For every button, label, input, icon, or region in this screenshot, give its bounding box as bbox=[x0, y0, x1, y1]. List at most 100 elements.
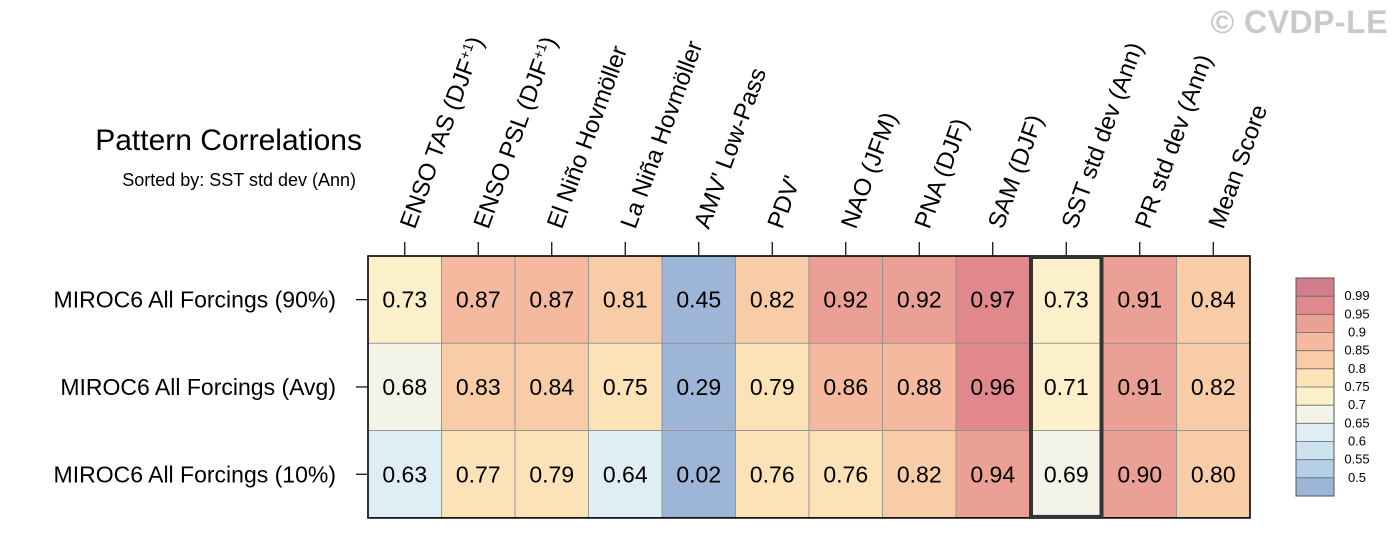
cell-value-label: 0.97 bbox=[970, 287, 1015, 313]
heatmap-cell bbox=[882, 255, 957, 344]
cell-value-label: 0.29 bbox=[676, 374, 721, 400]
colorbar-swatch bbox=[1296, 459, 1334, 478]
heatmap-cell bbox=[514, 342, 589, 431]
colorbar-label: 0.65 bbox=[1344, 415, 1369, 430]
cell-value-label: 0.45 bbox=[676, 287, 721, 313]
colorbar-swatch bbox=[1296, 296, 1334, 315]
chart-subtitle: Sorted by: SST std dev (Ann) bbox=[122, 170, 356, 190]
column-label: AMV' Low-Pass bbox=[689, 64, 772, 232]
column-label: Mean Score bbox=[1204, 101, 1274, 232]
cell-value-label: 0.64 bbox=[603, 461, 648, 487]
heatmap-cell bbox=[661, 342, 736, 431]
cell-value-label: 0.63 bbox=[382, 461, 427, 487]
column-label: SAM (DJF) bbox=[983, 111, 1049, 232]
colorbar-label: 0.9 bbox=[1348, 325, 1366, 340]
cell-value-label: 0.94 bbox=[970, 461, 1015, 487]
cell-value-label: 0.87 bbox=[456, 287, 501, 313]
cell-value-label: 0.82 bbox=[1191, 374, 1236, 400]
cell-value-label: 0.88 bbox=[897, 374, 942, 400]
colorbar-label: 0.75 bbox=[1344, 379, 1369, 394]
watermark: © CVDP-LE bbox=[1210, 4, 1388, 40]
cell-value-label: 0.79 bbox=[529, 461, 574, 487]
colorbar-label: 0.55 bbox=[1344, 452, 1369, 467]
cell-value-label: 0.96 bbox=[970, 374, 1015, 400]
heatmap-cell bbox=[367, 430, 442, 519]
colorbar-label: 0.5 bbox=[1348, 470, 1366, 485]
colorbar-swatch bbox=[1296, 423, 1334, 442]
cell-value-label: 0.90 bbox=[1117, 461, 1162, 487]
cell-value-label: 0.73 bbox=[382, 287, 427, 313]
cell-value-label: 0.76 bbox=[823, 461, 868, 487]
colorbar-swatch bbox=[1296, 278, 1334, 297]
colorbar-swatch bbox=[1296, 350, 1334, 369]
heatmap-cell bbox=[1102, 255, 1177, 344]
heatmap-cell bbox=[588, 430, 663, 519]
colorbar-label: 0.6 bbox=[1348, 434, 1366, 449]
column-label: El Niño Hovmöller bbox=[542, 42, 633, 232]
heatmap-cell bbox=[735, 342, 810, 431]
colorbar-label: 0.8 bbox=[1348, 361, 1366, 376]
cell-value-label: 0.69 bbox=[1044, 461, 1089, 487]
cell-value-label: 0.84 bbox=[529, 374, 574, 400]
cell-value-label: 0.73 bbox=[1044, 287, 1089, 313]
colorbar-label: 0.95 bbox=[1344, 306, 1369, 321]
cell-value-label: 0.92 bbox=[823, 287, 868, 313]
colorbar-swatch bbox=[1296, 441, 1334, 460]
heatmap-cell bbox=[1176, 255, 1251, 344]
cell-value-label: 0.81 bbox=[603, 287, 648, 313]
highlight-column-box bbox=[1029, 255, 1104, 519]
heatmap-cell bbox=[514, 255, 589, 344]
column-label: La Niña Hovmöller bbox=[616, 37, 709, 232]
cell-value-label: 0.87 bbox=[529, 287, 574, 313]
colorbar-swatch bbox=[1296, 387, 1334, 406]
cell-value-label: 0.83 bbox=[456, 374, 501, 400]
heatmap-cell bbox=[808, 430, 883, 519]
row-label: MIROC6 All Forcings (90%) bbox=[54, 287, 336, 313]
row-label: MIROC6 All Forcings (Avg) bbox=[60, 374, 336, 400]
heatmap-cell bbox=[441, 255, 516, 344]
colorbar-label: 0.7 bbox=[1348, 397, 1366, 412]
heatmap-cell bbox=[882, 342, 957, 431]
cell-value-label: 0.91 bbox=[1117, 287, 1162, 313]
row-label: MIROC6 All Forcings (10%) bbox=[54, 461, 336, 487]
heatmap-cell bbox=[955, 255, 1030, 344]
cell-value-label: 0.80 bbox=[1191, 461, 1236, 487]
cell-value-label: 0.92 bbox=[897, 287, 942, 313]
cell-value-label: 0.77 bbox=[456, 461, 501, 487]
heatmap-cell bbox=[1176, 342, 1251, 431]
colorbar-label: 0.85 bbox=[1344, 343, 1369, 358]
heatmap-cell bbox=[955, 342, 1030, 431]
column-label: PDV' bbox=[763, 172, 807, 232]
column-label: PNA (DJF) bbox=[910, 115, 975, 232]
cell-value-label: 0.86 bbox=[823, 374, 868, 400]
colorbar-swatch bbox=[1296, 477, 1334, 496]
cell-value-label: 0.82 bbox=[897, 461, 942, 487]
chart-title: Pattern Correlations bbox=[95, 124, 362, 157]
column-label: NAO (JFM) bbox=[836, 109, 903, 232]
colorbar-swatch bbox=[1296, 368, 1334, 387]
colorbar-swatch bbox=[1296, 314, 1334, 333]
cell-value-label: 0.75 bbox=[603, 374, 648, 400]
cell-value-label: 0.91 bbox=[1117, 374, 1162, 400]
heatmap-cell bbox=[1102, 342, 1177, 431]
heatmap-cell bbox=[1176, 430, 1251, 519]
cell-value-label: 0.76 bbox=[750, 461, 795, 487]
heatmap-cell bbox=[514, 430, 589, 519]
cell-value-label: 0.79 bbox=[750, 374, 795, 400]
column-label: SST std dev (Ann) bbox=[1057, 39, 1149, 232]
heatmap-cell bbox=[808, 342, 883, 431]
heatmap-cell bbox=[955, 430, 1030, 519]
colorbar-swatch bbox=[1296, 332, 1334, 351]
heatmap-cell bbox=[1029, 430, 1104, 519]
column-label: PR std dev (Ann) bbox=[1130, 51, 1218, 232]
cell-value-label: 0.84 bbox=[1191, 287, 1236, 313]
colorbar-label: 0.99 bbox=[1344, 288, 1369, 303]
cell-value-label: 0.82 bbox=[750, 287, 795, 313]
cell-value-label: 0.02 bbox=[676, 461, 721, 487]
colorbar-swatch bbox=[1296, 405, 1334, 424]
cell-value-label: 0.71 bbox=[1044, 374, 1089, 400]
heatmap-cell bbox=[367, 342, 442, 431]
heatmap-cell bbox=[735, 430, 810, 519]
cell-value-label: 0.68 bbox=[382, 374, 427, 400]
